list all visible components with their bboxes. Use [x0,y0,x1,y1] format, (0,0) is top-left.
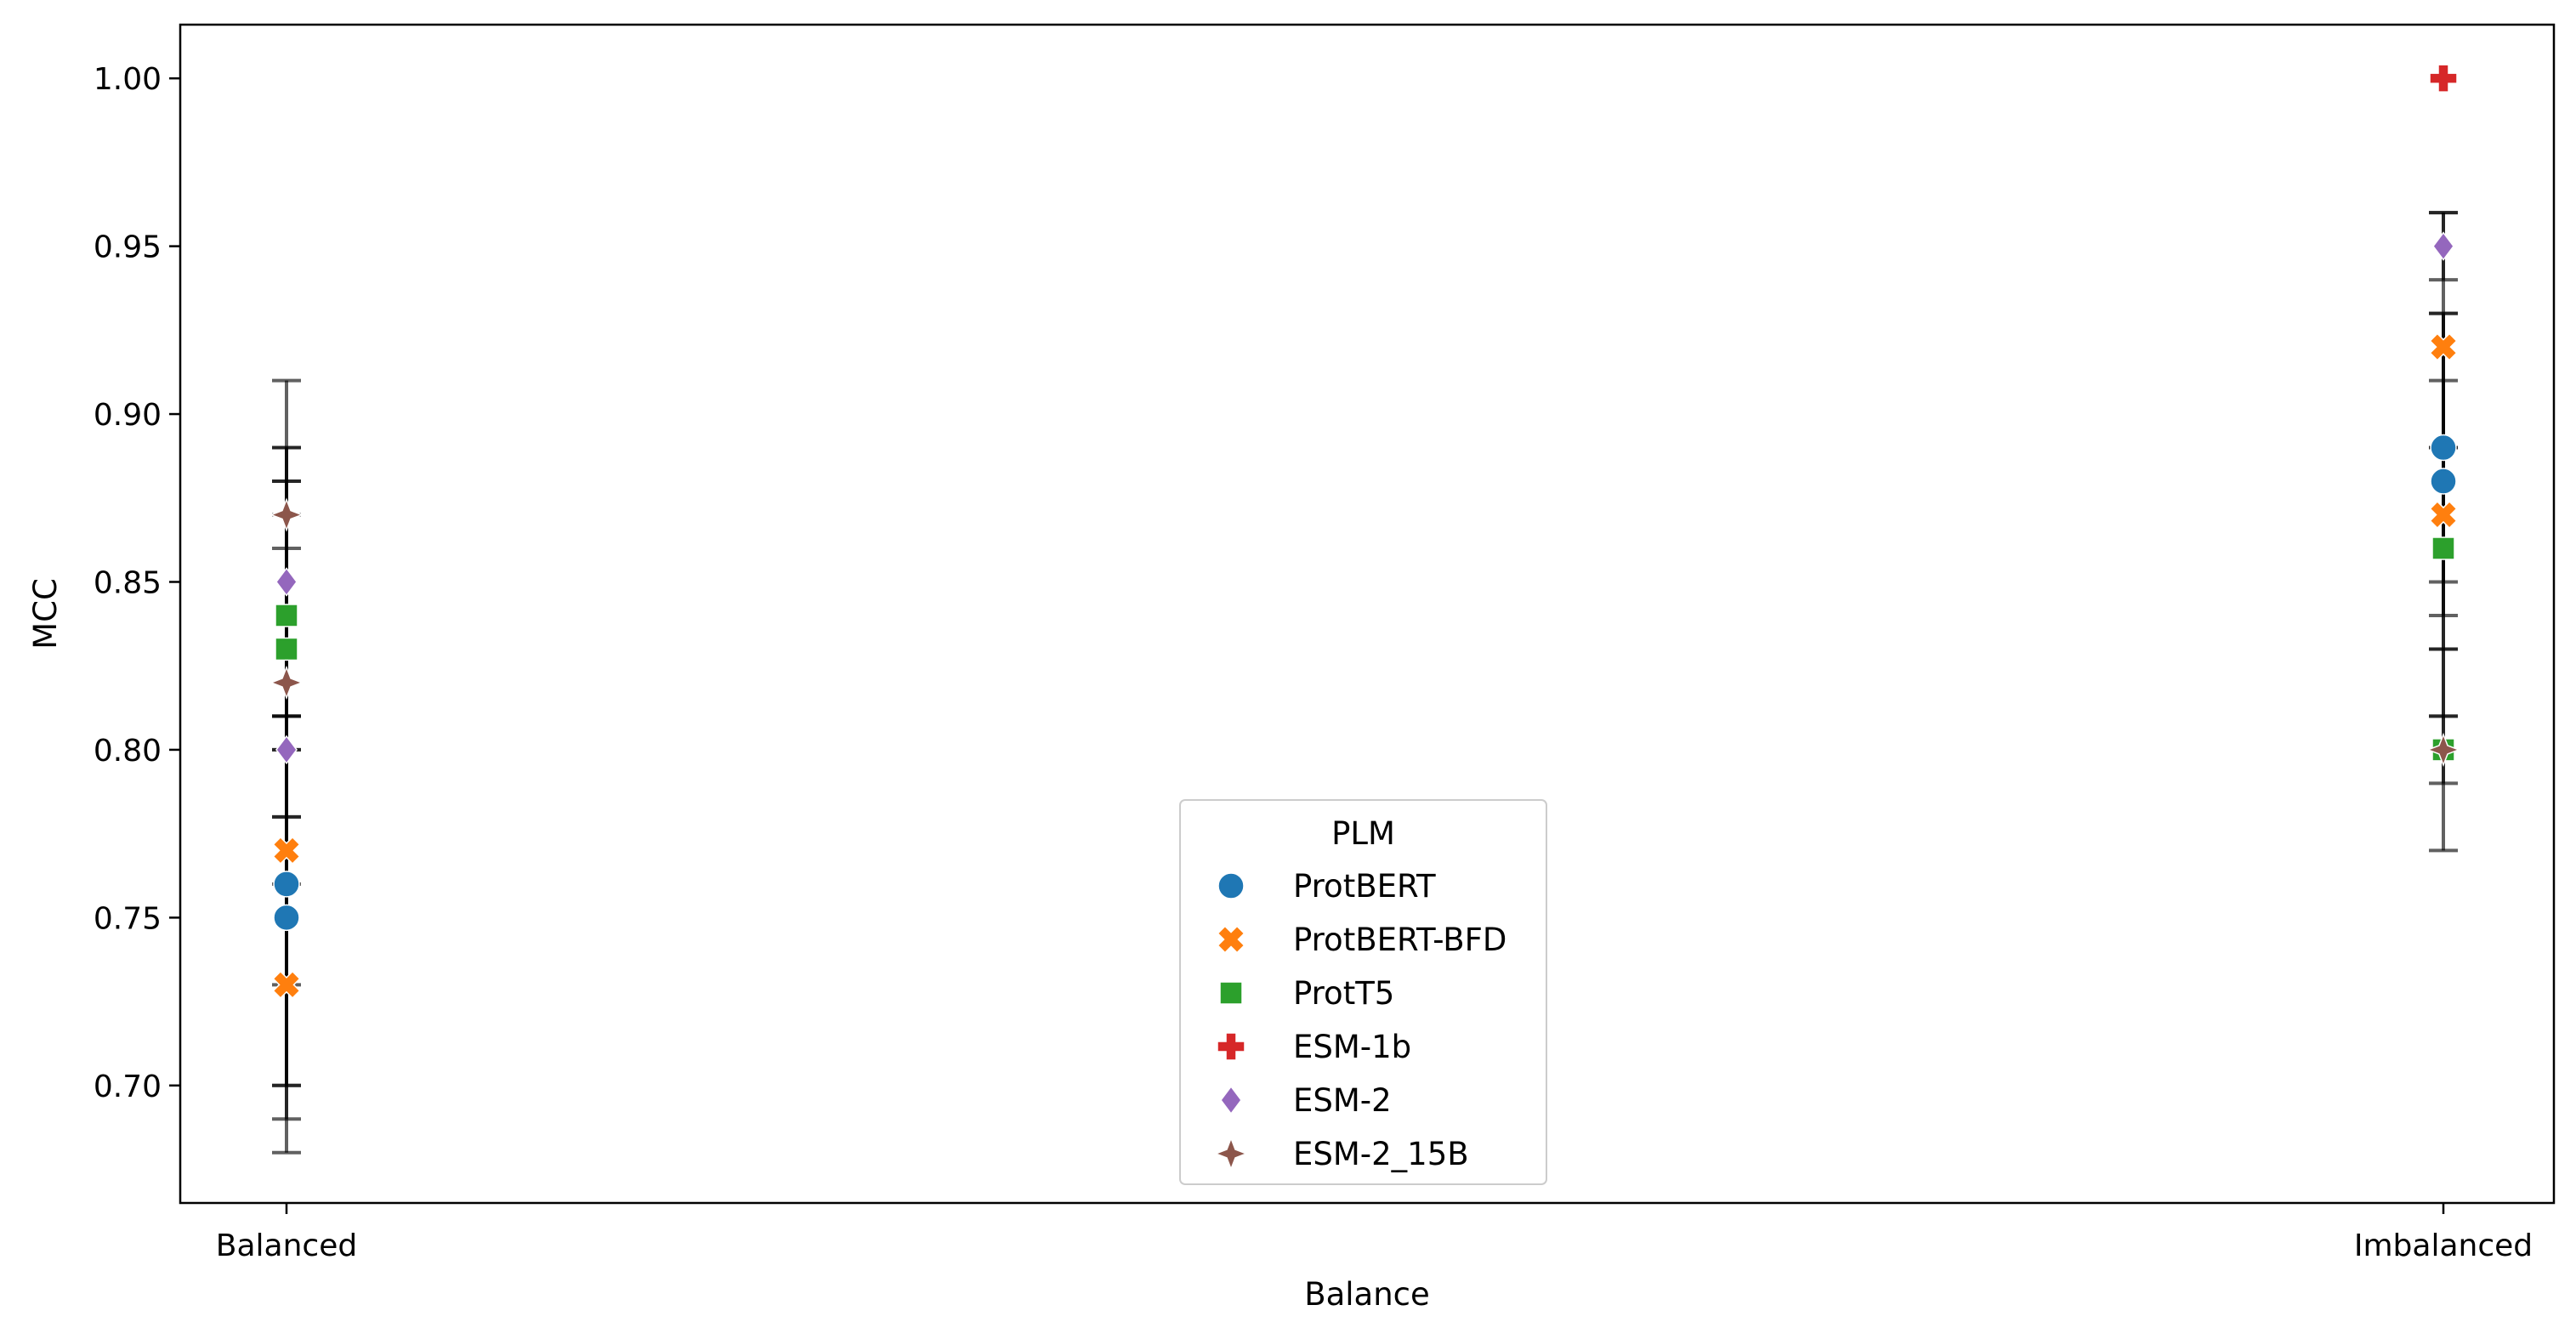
legend-item-prott5: ProtT5 [1219,975,1394,1012]
point-protbert-imbalanced [2430,468,2457,495]
legend-item-esm-1b: ESM-1b [1217,1029,1411,1065]
legend-title: PLM [1331,815,1395,852]
y-axis-label: MCC [27,578,64,650]
point-esm-2-15b-balanced [269,665,304,701]
point-esm-2-balanced [275,735,298,765]
point-protbert-bfd-imbalanced [2429,500,2458,530]
legend-item-protbert: ProtBERT [1217,868,1436,905]
point-protbert-imbalanced [2430,434,2457,462]
point-protbert-bfd-balanced [272,836,301,865]
y-tick-label: 0.70 [94,1069,162,1104]
x-tick-label-imbalanced: Imbalanced [2354,1228,2533,1263]
legend-item-protbert-bfd: ProtBERT-BFD [1217,922,1506,958]
x-axis: Balanced Imbalanced [216,1203,2533,1263]
y-tick-label: 0.80 [94,734,162,769]
legend-marker-protbert [1217,872,1245,899]
point-prott5-balanced [275,637,298,661]
point-protbert-bfd-balanced [272,970,301,999]
point-esm-2-15b-imbalanced [2426,732,2461,768]
y-axis: 0.70 0.75 0.80 0.85 0.90 0.95 1.00 [94,62,180,1104]
y-tick-label: 0.90 [94,398,162,433]
legend-marker-protbert-bfd [1217,925,1245,954]
legend-item-esm-2: ESM-2 [1220,1082,1392,1119]
point-prott5-imbalanced [2431,536,2455,560]
point-esm-2-15b-balanced [269,497,304,532]
y-tick-label: 0.75 [94,901,162,936]
legend-label-esm-2: ESM-2 [1293,1082,1392,1119]
y-tick-label: 0.95 [94,230,162,265]
point-protbert-balanced [273,904,300,932]
legend-marker-esm-2 [1220,1085,1242,1115]
legend: PLM ProtBERT ProtBERT-BFD ProtT5 ESM-1b ESM-… [1179,799,1547,1185]
point-protbert-balanced [273,871,300,898]
legend-marker-prott5 [1219,981,1243,1005]
legend-label-protbert-bfd: ProtBERT-BFD [1293,922,1506,958]
data-markers [269,64,2461,999]
point-protbert-bfd-imbalanced [2429,332,2458,361]
point-esm-2-imbalanced [2432,231,2454,261]
legend-label-esm-2-15b: ESM-2_15B [1293,1136,1469,1172]
legend-items: ProtBERT ProtBERT-BFD ProtT5 ESM-1b ESM-2 ESM… [1213,868,1506,1172]
y-tick-label: 0.85 [94,565,162,600]
legend-item-esm-2-15b: ESM-2_15B [1213,1136,1469,1172]
x-tick-label-balanced: Balanced [216,1228,357,1263]
legend-label-protbert: ProtBERT [1293,868,1436,905]
legend-label-esm-1b: ESM-1b [1293,1029,1411,1065]
point-prott5-balanced [275,604,298,627]
x-axis-label: Balance [1304,1276,1430,1313]
legend-marker-esm-1b [1217,1032,1245,1061]
legend-box [1179,799,1547,1185]
plot-frame [179,23,2556,1205]
legend-marker-esm-2-15b [1213,1136,1249,1172]
point-esm-1b-imbalanced [2429,64,2458,93]
point-esm-2-balanced [275,567,298,597]
legend-label-prott5: ProtT5 [1293,975,1394,1012]
y-tick-label: 1.00 [94,62,162,97]
